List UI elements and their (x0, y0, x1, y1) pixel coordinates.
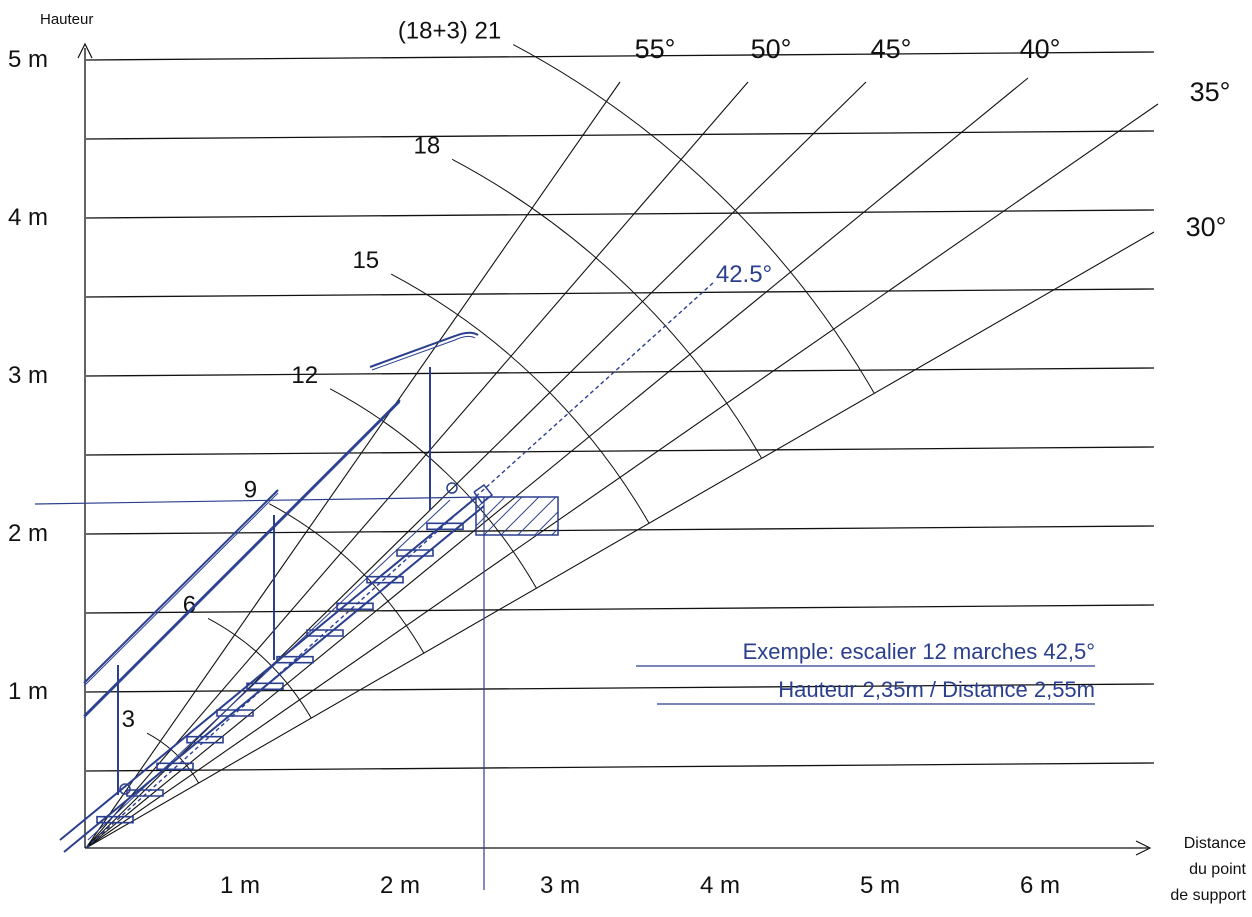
height-gridline (85, 604, 1155, 614)
x-tick-label: 4 m (700, 872, 740, 899)
stair-tread (96, 815, 134, 824)
angle-line-55 (85, 81, 621, 849)
handrail-top (369, 331, 479, 368)
angle-lines (85, 77, 1159, 849)
handrail-extension-edge (83, 492, 279, 687)
x-tick-label: 2 m (380, 872, 420, 899)
y-tick-label: 2 m (8, 520, 48, 547)
height-gridline (85, 525, 1155, 535)
y-tick-label: 5 m (8, 46, 48, 73)
angle-labels: 55° 50° 45° 40° 35° 30° (635, 34, 1231, 242)
handrail-top-edge (371, 335, 476, 371)
step-label: 3 (122, 706, 135, 733)
step-arcs (146, 44, 875, 784)
top-landing-hatch (475, 496, 559, 536)
y-axis-title: Hauteur (40, 11, 93, 28)
step-labels: 3 6 9 12 15 18 (18+3) 21 (122, 18, 502, 734)
y-tick-label: 3 m (8, 362, 48, 389)
anchor-ring (446, 482, 458, 494)
angle-label: 55° (635, 34, 676, 64)
stair-tread (306, 629, 344, 637)
step-label: (18+3) 21 (398, 18, 501, 45)
stringer-inner (87, 499, 451, 841)
stair-tread (426, 522, 464, 531)
step-arc-21 (512, 44, 875, 394)
step-arc-12 (329, 388, 537, 589)
height-gridline (85, 762, 1155, 772)
landing-anchor (473, 483, 494, 505)
x-tick-label: 6 m (1020, 872, 1060, 899)
example-caption-line2: Hauteur 2,35m / Distance 2,55m (778, 677, 1095, 702)
x-axis-title-line1: Distance (1184, 835, 1246, 852)
height-gridline (85, 51, 1155, 61)
stair-tread (186, 735, 224, 744)
angle-label: 40° (1020, 34, 1061, 64)
stair-tread (216, 709, 254, 717)
height-gridline (85, 209, 1155, 219)
stair-illustration (34, 281, 715, 890)
x-axis-title-line3: de support (1170, 887, 1246, 904)
handrail-extension (83, 489, 279, 684)
height-gridline (85, 683, 1155, 693)
y-tick-label: 4 m (8, 204, 48, 231)
step-label: 18 (413, 132, 440, 159)
height-gridline (85, 367, 1155, 377)
step-label: 12 (291, 362, 318, 389)
y-axis-arrow-icon (77, 42, 93, 59)
step-label: 6 (183, 591, 196, 618)
handrail-lower (83, 399, 401, 717)
stair-tread (246, 682, 284, 691)
angle-line-40 (85, 77, 1029, 849)
stair-tread (276, 655, 314, 664)
step-label: 15 (352, 247, 379, 274)
stair-tread (336, 602, 374, 611)
angle-label: 50° (751, 34, 792, 64)
example-caption-line1: Exemple: escalier 12 marches 42,5° (743, 639, 1095, 664)
height-gridline (85, 446, 1155, 456)
step-arc-15 (390, 273, 650, 524)
y-tick-labels: 1 m 2 m 3 m 4 m 5 m (8, 46, 48, 705)
y-tick-label: 1 m (8, 678, 48, 705)
stair-tread (156, 762, 194, 771)
x-tick-label: 3 m (540, 872, 580, 899)
angle-line-50 (85, 81, 749, 849)
example-angle-label: 42.5° (716, 261, 772, 288)
angle-line-30 (85, 231, 1155, 849)
angle-line-35 (85, 103, 1159, 849)
height-gridline (85, 288, 1155, 298)
x-tick-labels: 1 m 2 m 3 m 4 m 5 m 6 m (220, 872, 1060, 899)
x-axis-arrow-icon (1135, 840, 1152, 856)
stair-tread (396, 549, 434, 557)
x-tick-label: 5 m (860, 872, 900, 899)
step-arc-6 (207, 617, 312, 719)
angle-label: 35° (1190, 77, 1231, 107)
angle-label: 45° (871, 34, 912, 64)
height-gridline (85, 130, 1155, 140)
x-axis-title-line2: du point (1189, 861, 1246, 878)
handrail-lower-edge (83, 401, 401, 719)
stringer-top (59, 495, 479, 841)
step-arc-18 (451, 158, 762, 459)
step-arc-9 (268, 503, 425, 654)
example-angle-line (85, 281, 715, 849)
anchor-ring (119, 783, 131, 795)
x-tick-label: 1 m (220, 872, 260, 899)
angle-label: 30° (1186, 212, 1227, 242)
step-arc-3 (146, 732, 200, 784)
height-gridlines (85, 51, 1155, 772)
example-height-line (34, 496, 485, 505)
stair-tread (366, 575, 404, 584)
step-label: 9 (244, 477, 257, 504)
